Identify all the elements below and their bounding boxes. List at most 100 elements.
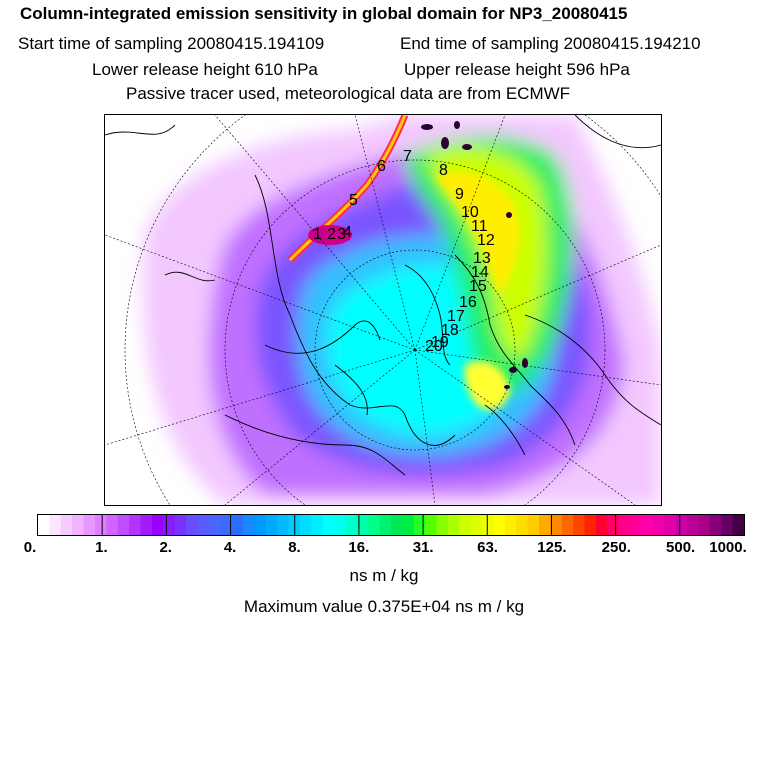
release-upper: Upper release height 596 hPa xyxy=(404,60,630,79)
tracer-note: Passive tracer used, meteorological data… xyxy=(126,84,571,103)
colorbar-swatch xyxy=(345,515,358,535)
colorbar-swatch xyxy=(550,515,563,535)
release-lower: Lower release height 610 hPa xyxy=(92,60,318,79)
trajectory-label: 10 xyxy=(461,204,479,221)
colorbar-swatch xyxy=(687,515,700,535)
sensitivity-map: 1 2 3 4 5 6 7 8 9 10 11 12 13 14 15 16 17 18 19 20 xyxy=(104,114,662,506)
trajectory-label: 20 xyxy=(425,338,443,355)
colorbar-swatch xyxy=(242,515,255,535)
colorbar-swatch xyxy=(709,515,722,535)
colorbar-swatch xyxy=(265,515,278,535)
colorbar-tick-label: 31. xyxy=(412,539,434,556)
colorbar-swatch xyxy=(413,515,426,535)
trajectory-label: 11 xyxy=(471,218,488,235)
colorbar-swatch xyxy=(652,515,665,535)
colorbar-tick-label: 1. xyxy=(95,539,108,556)
trajectory-label: 6 xyxy=(377,158,386,175)
colorbar-tick-label: 4. xyxy=(223,539,237,556)
colorbar-swatch xyxy=(163,515,176,535)
plume-max xyxy=(308,225,352,245)
colorbar-swatch xyxy=(607,515,620,535)
trajectory-label: 4 xyxy=(343,224,352,241)
colorbar-swatch xyxy=(436,515,449,535)
colorbar-swatch xyxy=(106,515,119,535)
colorbar-tick-label: 1000. xyxy=(709,539,747,556)
trajectory-label: 2 xyxy=(327,226,336,243)
colorbar xyxy=(37,514,745,536)
colorbar-swatch xyxy=(38,515,50,535)
colorbar-tick-label: 63. xyxy=(477,539,498,556)
sampling-end: End time of sampling 20080415.194210 xyxy=(400,34,701,53)
colorbar-swatch xyxy=(402,515,415,535)
colorbar-swatch xyxy=(277,515,290,535)
colorbar-swatch xyxy=(721,515,734,535)
trajectory-label: 15 xyxy=(469,278,487,295)
colorbar-swatch xyxy=(539,515,552,535)
colorbar-swatch xyxy=(630,515,643,535)
colorbar-tick-label: 250. xyxy=(601,539,631,556)
colorbar-swatch xyxy=(584,515,597,535)
colorbar-swatch xyxy=(151,515,164,535)
colorbar-swatch xyxy=(322,515,335,535)
trajectory-label: 3 xyxy=(337,226,346,243)
colorbar-swatch xyxy=(573,515,586,535)
colorbar-swatch xyxy=(117,515,130,535)
colorbar-swatch xyxy=(732,515,744,535)
colorbar-swatch xyxy=(94,515,107,535)
colorbar-swatch xyxy=(527,515,540,535)
colorbar-swatch xyxy=(675,515,688,535)
colorbar-swatch xyxy=(254,515,267,535)
colorbar-swatch xyxy=(561,515,574,535)
colorbar-tick-label: 0. xyxy=(23,539,37,556)
colorbar-swatch xyxy=(208,515,221,535)
trajectory-label: 17 xyxy=(447,308,465,325)
colorbar-swatch xyxy=(516,515,529,535)
colorbar-tick-label: 8. xyxy=(288,539,301,556)
colorbar-swatches xyxy=(38,515,744,535)
colorbar-tick-label: 16. xyxy=(348,539,370,556)
colorbar-swatch xyxy=(231,515,244,535)
colorbar-swatch xyxy=(493,515,506,535)
trajectory-label: 14 xyxy=(471,264,489,281)
trajectory-label: 7 xyxy=(403,148,412,165)
colorbar-swatch xyxy=(470,515,483,535)
trajectory-label: 12 xyxy=(477,232,495,249)
graticule xyxy=(105,115,661,505)
colorbar-swatch xyxy=(72,515,85,535)
trajectory-label: 9 xyxy=(455,186,464,203)
trajectory-label: 13 xyxy=(473,250,491,267)
sampling-start: Start time of sampling 20080415.194109 xyxy=(18,34,325,53)
field-low xyxy=(143,115,661,505)
colorbar-swatch xyxy=(482,515,495,535)
field-high xyxy=(435,171,520,410)
colorbar-swatch xyxy=(459,515,472,535)
colorbar-swatch xyxy=(334,515,347,535)
colorbar-swatch xyxy=(60,515,73,535)
colorbar-swatch xyxy=(311,515,324,535)
colorbar-swatch xyxy=(368,515,381,535)
colorbar-units: ns m / kg xyxy=(349,566,419,585)
colorbar-tick-label: 2. xyxy=(159,539,172,556)
colorbar-swatch xyxy=(504,515,517,535)
trajectory-label: 1 xyxy=(313,226,322,243)
colorbar-swatch xyxy=(140,515,153,535)
colorbar-tick-label: 125. xyxy=(537,539,567,556)
coastlines xyxy=(105,115,661,476)
trajectory-label: 5 xyxy=(349,192,358,209)
colorbar-swatch xyxy=(197,515,210,535)
trajectory-label: 8 xyxy=(439,162,448,179)
trajectory-label: 16 xyxy=(459,294,477,311)
colorbar-swatch xyxy=(425,515,438,535)
maximum-value: Maximum value 0.375E+04 ns m / kg xyxy=(243,597,525,616)
colorbar-swatch xyxy=(379,515,392,535)
colorbar-tick-label: 500. xyxy=(666,539,696,556)
colorbar-swatch xyxy=(186,515,199,535)
colorbar-swatch xyxy=(299,515,312,535)
colorbar-swatch xyxy=(129,515,142,535)
colorbar-swatch xyxy=(595,515,608,535)
plot-title: Column-integrated emission sensitivity i… xyxy=(20,4,628,23)
colorbar-swatch xyxy=(49,515,62,535)
colorbar-swatch xyxy=(641,515,654,535)
colorbar-swatch xyxy=(698,515,711,535)
